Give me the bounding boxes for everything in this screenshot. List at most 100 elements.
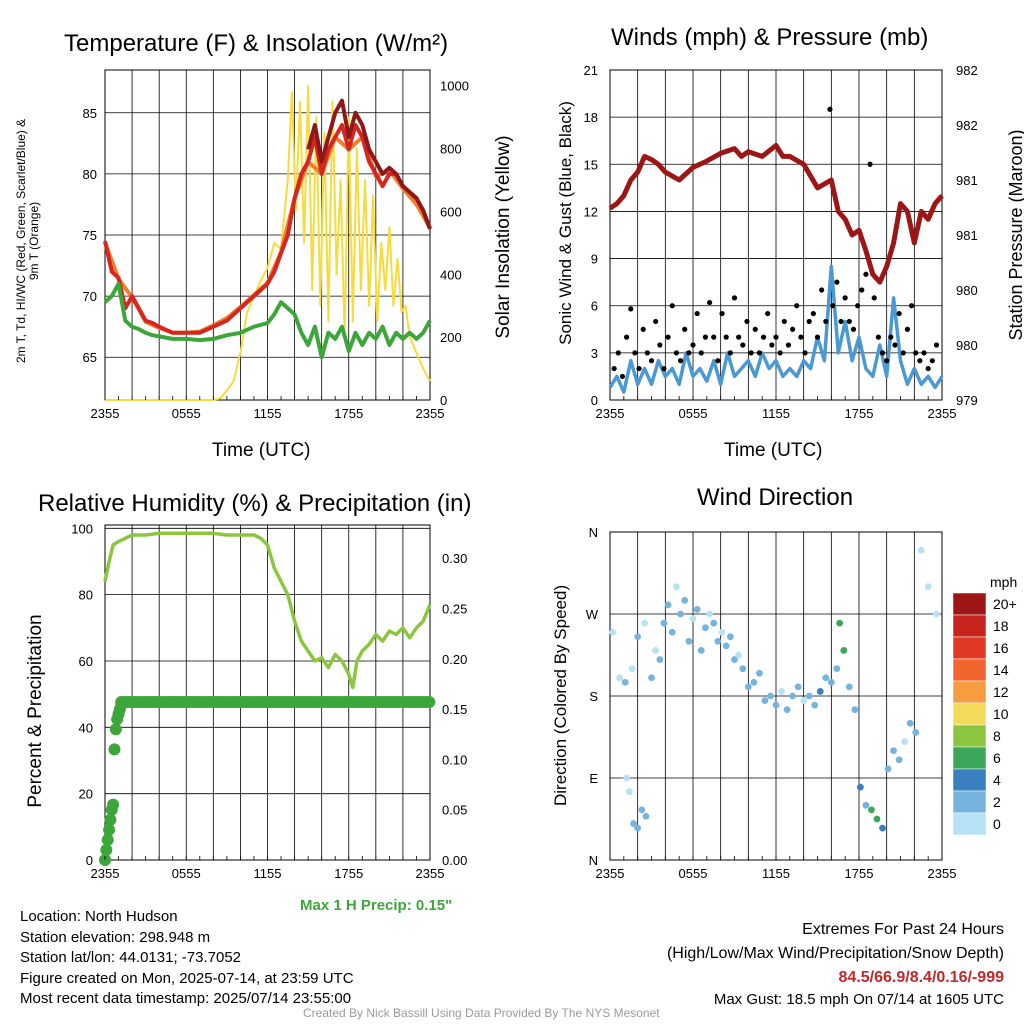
y-tick-label: 18 (584, 110, 598, 125)
gust-point (834, 279, 840, 285)
y2-tick-label: 981 (956, 228, 978, 243)
winds-xlabel: Time (UTC) (724, 440, 823, 461)
y-tick-label: 100 (71, 521, 93, 536)
colorbar-swatch (952, 636, 987, 660)
colorbar-swatch (952, 768, 987, 792)
gust-point (933, 342, 940, 348)
x-tick-label: 1755 (334, 406, 363, 421)
gust-point (781, 318, 787, 325)
dewpoint_2m-line (103, 281, 432, 360)
y-tick-label: W (586, 607, 599, 622)
x-tick-label: 0555 (679, 406, 708, 421)
temperature-ticks: 2355 0555 1155 1755 2355 65 70 75 80 85 0 200 400 600… (83, 79, 469, 421)
x-tick-label: 1755 (845, 866, 874, 881)
y-tick-label: S (589, 689, 598, 704)
y2-tick-label: 982 (956, 118, 978, 133)
x-tick-label: 2355 (596, 406, 625, 421)
x-tick-label: 0555 (679, 866, 708, 881)
y-tick-label: 85 (83, 106, 97, 121)
extremes-block: Extremes For Past 24 Hours (High/Low/Max… (667, 918, 1004, 1010)
colorbar-swatch (952, 614, 987, 638)
direction-point (873, 815, 881, 823)
direction-point (668, 628, 676, 636)
humidity-panel: 2355 0555 1155 1755 23550204060801000.000.05… (71, 521, 467, 881)
colorbar-label: 16 (993, 640, 1009, 656)
precip-point (115, 698, 128, 711)
temperature-ylabel: 2m T, Td, HI/WC (Red, Green, Scarlet/Blu… (14, 118, 41, 364)
y-tick-label: 3 (591, 346, 598, 361)
gust-point (819, 287, 825, 293)
gust-point (855, 303, 861, 309)
direction-point (697, 647, 705, 654)
y-tick-label: 6 (591, 299, 598, 314)
y-tick-label: 60 (79, 654, 93, 669)
gust-point (879, 350, 886, 356)
colorbar-label: 12 (993, 684, 1009, 700)
direction-point (851, 706, 859, 714)
precip-point (107, 798, 120, 811)
max-precip-annotation: Max 1 H Precip: 0.15" (300, 897, 453, 914)
winds-panel: 2355 0555 1155 1755 235503691215182197998098… (584, 63, 978, 421)
direction-point (789, 692, 796, 700)
gust-point (661, 365, 667, 372)
temperature-xlabel: Time (UTC) (212, 440, 311, 461)
gust-point (884, 358, 890, 364)
x-tick-label: 2355 (91, 866, 120, 881)
direction-point (718, 628, 726, 636)
direction-point (884, 765, 892, 773)
created-text: Figure created on Mon, 2025-07-14, at 23… (20, 969, 354, 987)
direction-point (664, 601, 672, 609)
direction-point (890, 747, 897, 755)
direction-point (652, 647, 660, 654)
y2-tick-label: 0.20 (442, 652, 467, 667)
direction-point (673, 583, 680, 591)
direction-point (862, 801, 870, 809)
colorbar-swatch (952, 790, 987, 814)
elevation-text: Station elevation: 298.948 m (20, 928, 211, 946)
gust-point (863, 271, 869, 277)
gust-point (823, 318, 829, 325)
gust-point (702, 334, 709, 340)
direction-point (625, 788, 633, 796)
colorbar-swatch (952, 680, 987, 704)
direction-point (895, 756, 903, 764)
y2-tick-label: 982 (956, 63, 978, 78)
direction-point (836, 619, 844, 627)
gust-point (711, 334, 717, 340)
y2-tick-label: 400 (440, 267, 462, 282)
gust-point (731, 295, 738, 301)
y-tick-label: N (589, 525, 598, 540)
colorbar-swatch (952, 724, 987, 748)
x-tick-label: 1755 (334, 866, 363, 881)
x-tick-label: 2355 (416, 406, 445, 421)
gust-point (624, 334, 630, 340)
gust-point (640, 326, 646, 332)
direction-point (634, 824, 642, 832)
humidity-title: Relative Humidity (%) & Precipitation (i… (38, 490, 472, 517)
direction-point (628, 665, 636, 673)
gust-point (632, 350, 638, 356)
y-tick-label: 80 (83, 167, 97, 182)
insolation-line (105, 84, 431, 401)
direction-point (822, 674, 830, 682)
y-tick-label: 80 (79, 588, 93, 603)
speed-colorbar: 20+ 18 16 14 12 10 8 6 4 2 0 (952, 592, 1017, 836)
gust-point (673, 350, 680, 356)
winds-ylabel: Sonic Wind & Gust (Blue, Black) (556, 101, 575, 345)
direction-point (731, 656, 738, 663)
colorbar-label: 4 (993, 772, 1001, 788)
sonic_wind-line (608, 264, 944, 394)
x-tick-label: 1755 (845, 406, 874, 421)
direction-point (660, 619, 668, 627)
x-tick-label: 2355 (596, 866, 625, 881)
gust-point (636, 365, 642, 372)
gust-point (908, 303, 915, 309)
winds-grid (610, 69, 942, 401)
direction-point (689, 615, 697, 622)
direction-point (722, 642, 730, 650)
extremes-subtitle: (High/Low/Max Wind/Precipitation/Snow De… (666, 945, 1004, 962)
gust-point (644, 350, 650, 356)
direction-point (845, 683, 853, 691)
y-tick-label: 15 (584, 157, 598, 172)
